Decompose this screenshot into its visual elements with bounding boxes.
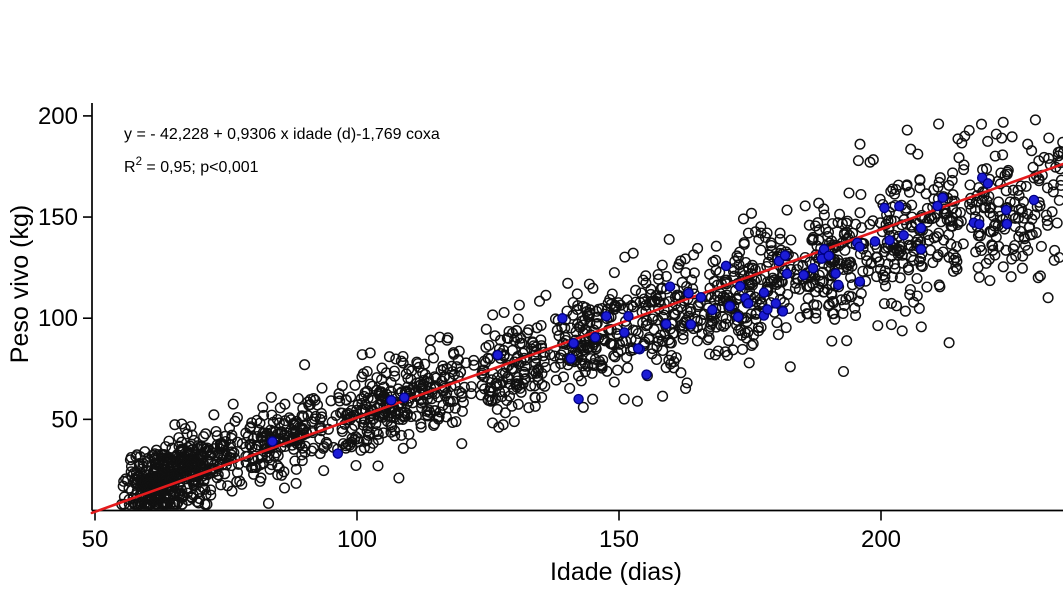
x-tick-label: 50 [82,526,109,553]
y-tick-label: 150 [38,204,78,231]
r-squared-annotation: R2 = 0,95; p<0,001 [124,156,259,176]
scatter-points-blue [267,172,1040,459]
regression-line [90,162,1063,515]
y-axis-title: Peso vivo (kg) [6,205,34,363]
x-tick-label: 200 [861,526,901,553]
equation-annotation: y = - 42,228 + 0,9306 x idade (d)-1,769 … [124,126,440,143]
y-tick-label: 200 [38,103,78,130]
scatter-points-black [116,114,1063,510]
y-tick-label: 100 [38,305,78,332]
x-axis-title: Idade (dias) [550,558,682,586]
x-axis-ticks: 50 100 150 200 [82,510,901,553]
y-axis-ticks: 50 100 150 200 [38,103,92,433]
y-tick-label: 50 [51,406,78,433]
x-tick-label: 100 [337,526,377,553]
x-tick-label: 150 [599,526,639,553]
